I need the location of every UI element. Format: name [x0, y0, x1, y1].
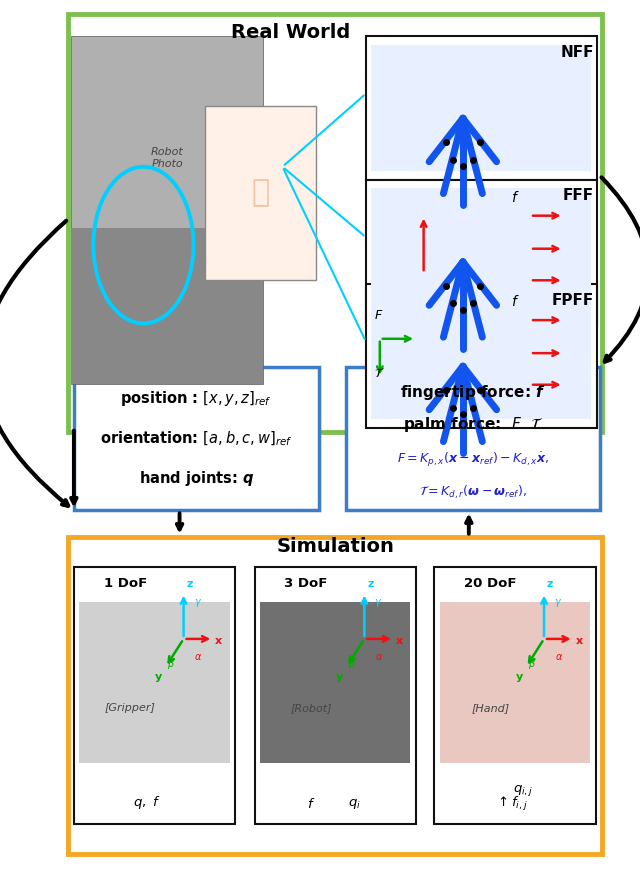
Text: hand joints: $\boldsymbol{q}$: hand joints: $\boldsymbol{q}$ [139, 470, 254, 488]
Bar [74, 567, 236, 824]
Text: $\alpha$: $\alpha$ [194, 652, 202, 662]
Text: [Robot]: [Robot] [291, 704, 332, 713]
Bar [346, 367, 600, 511]
Text: y: y [155, 672, 163, 682]
Bar [255, 567, 416, 824]
Text: $q_i$: $q_i$ [348, 797, 361, 811]
Text: Simulation: Simulation [276, 538, 394, 556]
Text: Robot
Photo: Robot Photo [150, 148, 184, 168]
Bar [68, 537, 602, 854]
Text: 20 DoF: 20 DoF [464, 577, 516, 590]
Text: $\beta$: $\beta$ [527, 657, 536, 671]
Text: FFF: FFF [563, 189, 594, 203]
Text: $F$: $F$ [374, 309, 383, 322]
Text: y: y [336, 672, 343, 682]
Text: $\beta$: $\beta$ [167, 657, 175, 671]
Bar [371, 189, 591, 314]
Bar [371, 45, 591, 171]
Bar [205, 106, 316, 280]
Bar [74, 367, 319, 511]
Text: $\beta$: $\beta$ [348, 657, 356, 671]
Text: $f$: $f$ [307, 797, 316, 811]
Text: $\alpha$: $\alpha$ [375, 652, 383, 662]
Text: z: z [367, 580, 374, 589]
Bar [371, 293, 591, 419]
Text: x: x [396, 636, 403, 646]
Bar [71, 36, 263, 384]
Text: ✋: ✋ [251, 178, 269, 208]
Bar [366, 285, 596, 428]
Text: $\gamma$: $\gamma$ [193, 597, 202, 609]
Bar [68, 15, 602, 432]
Text: x: x [215, 636, 223, 646]
Text: 1 DoF: 1 DoF [104, 577, 147, 590]
Text: x: x [576, 636, 583, 646]
Text: $f$: $f$ [511, 189, 520, 204]
Text: [Hand]: [Hand] [472, 704, 510, 713]
Text: NFF: NFF [561, 45, 594, 60]
Text: $f$: $f$ [511, 294, 520, 309]
Text: $F = K_{p,x}(\boldsymbol{x} - \boldsymbol{x}_{ref}) - K_{d,x}\dot{\boldsymbol{x}: $F = K_{p,x}(\boldsymbol{x} - \boldsymbo… [397, 451, 549, 470]
Text: $\uparrow f_{i,j}$: $\uparrow f_{i,j}$ [495, 795, 528, 814]
Text: $\gamma$: $\gamma$ [374, 597, 383, 609]
Text: $q_{i,j}$: $q_{i,j}$ [513, 782, 533, 798]
Text: y: y [516, 672, 523, 682]
Text: $\mathcal{T}$: $\mathcal{T}$ [374, 367, 385, 380]
Bar [79, 601, 230, 763]
Bar [366, 180, 596, 323]
Bar [440, 601, 590, 763]
Bar [435, 567, 596, 824]
Text: palm force:  $F$  $\mathcal{T}$: palm force: $F$ $\mathcal{T}$ [403, 415, 543, 434]
Text: Real World: Real World [231, 24, 351, 42]
Text: [Gripper]: [Gripper] [105, 704, 156, 713]
Text: position : $[x, y, z]_{ref}$: position : $[x, y, z]_{ref}$ [120, 389, 272, 408]
Text: $\gamma$: $\gamma$ [554, 597, 562, 609]
Text: orientation: $[a, b, c, w]_{ref}$: orientation: $[a, b, c, w]_{ref}$ [100, 430, 292, 448]
Text: $q,\ f$: $q,\ f$ [132, 794, 161, 811]
Text: z: z [547, 580, 553, 589]
Text: $\alpha$: $\alpha$ [555, 652, 563, 662]
Text: $\mathcal{T} = K_{d,r}(\boldsymbol{\omega} - \boldsymbol{\omega}_{ref}),$: $\mathcal{T} = K_{d,r}(\boldsymbol{\omeg… [419, 483, 527, 500]
Bar [260, 601, 410, 763]
Bar [71, 228, 263, 384]
Text: fingertip force: $\boldsymbol{f}$: fingertip force: $\boldsymbol{f}$ [400, 383, 546, 402]
Text: 3 DoF: 3 DoF [284, 577, 328, 590]
Text: FPFF: FPFF [552, 293, 594, 308]
Text: z: z [186, 580, 193, 589]
Bar [366, 36, 596, 180]
